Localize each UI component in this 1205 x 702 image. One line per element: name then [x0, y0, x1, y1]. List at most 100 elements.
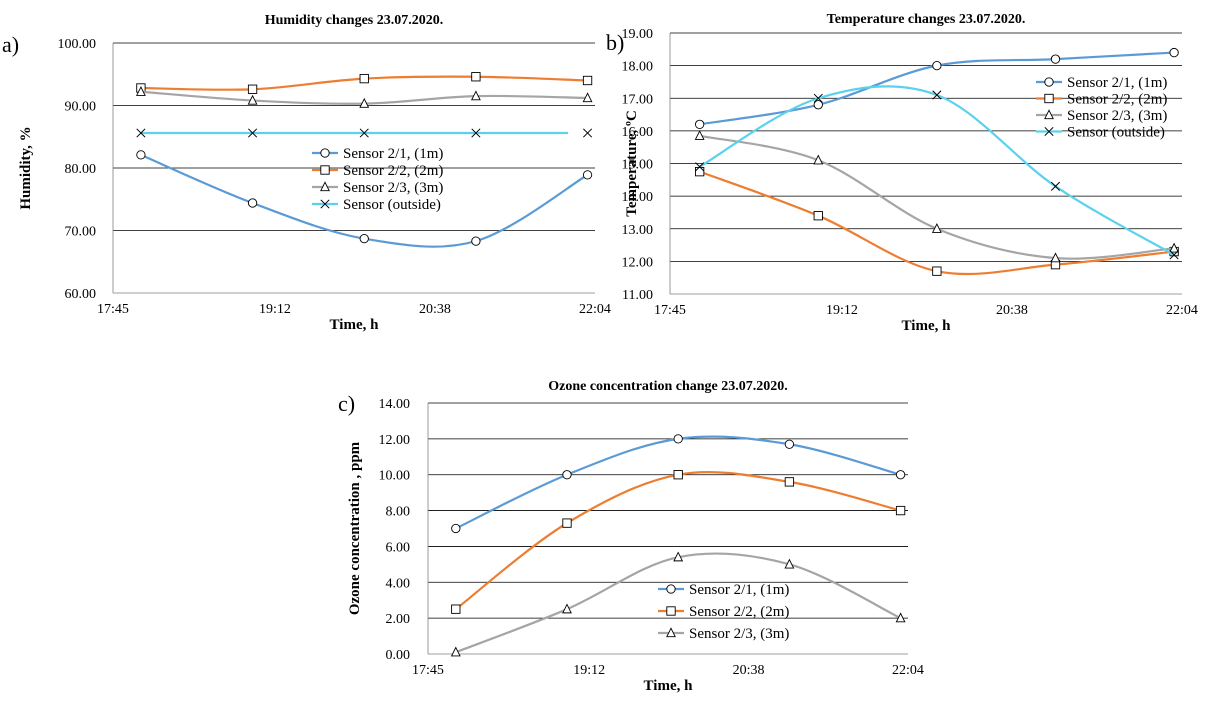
data-point — [471, 72, 481, 82]
data-point — [813, 100, 823, 110]
x-tick-label: 22:04 — [579, 302, 611, 317]
chart-3: 0.00 2.00 4.00 6.00 8.00 10.00 12.00 14.00 17:45… — [338, 379, 924, 694]
x-tick-label: 19:12 — [259, 302, 291, 317]
series-line — [455, 435, 901, 530]
data-point — [359, 128, 369, 138]
data-point — [471, 128, 481, 138]
series-3 — [135, 86, 593, 108]
x-tick-label: 17:45 — [97, 302, 129, 317]
data-point — [136, 150, 146, 160]
data-point-stroke-b — [136, 128, 146, 138]
legend-item: Sensor 2/2, (2m) — [312, 163, 443, 179]
data-point — [359, 233, 369, 244]
legend-label: Sensor (outside) — [1067, 125, 1165, 141]
legend-swatch-marker — [1044, 126, 1054, 137]
panel-label: b) — [606, 30, 624, 55]
legend-swatch-marker — [1044, 109, 1054, 120]
data-point — [694, 130, 705, 140]
y-tick-label: 8.00 — [386, 505, 411, 520]
y-tick-label: 4.00 — [386, 576, 411, 591]
legend: Sensor 2/1, (1m)Sensor 2/2, (2m)Sensor 2… — [1036, 75, 1167, 141]
data-point-stroke-b — [695, 162, 705, 172]
legend-item: Sensor 2/2, (2m) — [1036, 92, 1167, 108]
legend-label: Sensor (outside) — [343, 197, 441, 213]
y-tick-label: 14.00 — [379, 397, 411, 412]
y-tick-label: 17.00 — [622, 92, 654, 107]
data-point-stroke-b — [813, 93, 823, 103]
y-tick-label: 15.00 — [622, 158, 654, 173]
data-point-stroke-b — [1169, 250, 1179, 260]
legend-swatch-marker — [320, 199, 330, 209]
data-point — [583, 128, 593, 138]
panel-label: c) — [338, 391, 355, 416]
data-point — [1169, 242, 1180, 253]
data-point — [784, 439, 795, 449]
y-tick-label: 18.00 — [622, 60, 654, 75]
data-point — [932, 60, 942, 71]
y-tick-label: 90.00 — [65, 100, 97, 115]
data-point — [932, 266, 942, 276]
data-point — [451, 604, 461, 614]
legend-swatch-marker — [320, 148, 330, 158]
y-tick-label: 2.00 — [386, 612, 411, 627]
x-tick-label: 20:38 — [419, 302, 451, 317]
data-point — [247, 94, 258, 105]
x-axis-title: Time, h — [330, 317, 380, 333]
legend-swatch-marker — [1044, 93, 1054, 104]
data-point — [582, 75, 593, 86]
legend-item: Sensor 2/3, (3m) — [1036, 108, 1167, 124]
data-point — [1050, 252, 1061, 263]
data-point — [248, 128, 258, 138]
data-point — [582, 92, 593, 103]
data-point — [673, 434, 683, 444]
data-point — [562, 603, 572, 614]
data-point — [1050, 54, 1061, 64]
data-point — [695, 167, 705, 177]
series-4 — [136, 128, 593, 138]
x-tick-label: 20:38 — [733, 663, 765, 678]
chart-title: Ozone concentration change 23.07.2020. — [548, 379, 788, 394]
data-point — [247, 198, 258, 208]
legend-label: Sensor 2/1, (1m) — [1067, 75, 1167, 91]
legend-label: Sensor 2/1, (1m) — [343, 146, 443, 162]
series-2 — [136, 72, 593, 94]
x-tick-label: 19:12 — [573, 663, 605, 678]
data-point — [813, 211, 823, 221]
legend-item: Sensor 2/1, (1m) — [312, 146, 443, 162]
y-tick-label: 14.00 — [622, 190, 654, 205]
y-tick-label: 70.00 — [65, 225, 97, 240]
legend-item: Sensor (outside) — [1036, 125, 1165, 141]
chart-2: 11.00 12.00 13.00 14.00 15.00 16.00 17.00 18.00… — [606, 12, 1198, 334]
data-point — [895, 505, 906, 516]
chart-title: Humidity changes 23.07.2020. — [265, 13, 444, 28]
legend-label: Sensor 2/1, (1m) — [689, 582, 789, 598]
legend-item: Sensor 2/1, (1m) — [1036, 75, 1167, 91]
data-point-stroke-b — [359, 128, 369, 138]
panel-label: a) — [2, 32, 19, 57]
legend-swatch-marker — [666, 606, 676, 616]
data-point — [450, 646, 461, 657]
legend-item: Sensor 2/3, (3m) — [658, 626, 789, 642]
y-tick-label: 11.00 — [622, 288, 653, 303]
y-tick-label: 19.00 — [622, 27, 654, 42]
data-point — [895, 612, 906, 623]
data-point — [931, 223, 942, 233]
data-point-stroke-b — [1050, 181, 1061, 191]
data-point — [932, 90, 942, 100]
data-point — [695, 119, 705, 130]
x-tick-label: 22:04 — [892, 663, 924, 678]
legend-item: Sensor 2/2, (2m) — [658, 604, 789, 620]
x-tick-label: 19:12 — [826, 303, 858, 318]
legend-label: Sensor 2/2, (2m) — [343, 163, 443, 179]
data-point — [673, 551, 684, 562]
legend-swatch-marker-stroke-b — [320, 199, 330, 209]
legend-label: Sensor 2/2, (2m) — [689, 604, 789, 620]
y-axis-title: Ozone concentration , ppm — [347, 441, 363, 615]
y-tick-label: 10.00 — [379, 469, 411, 484]
legend-swatch-marker — [666, 584, 676, 594]
series-1 — [451, 434, 906, 534]
data-point — [562, 518, 572, 528]
data-point — [247, 84, 258, 94]
series-3 — [450, 551, 906, 657]
